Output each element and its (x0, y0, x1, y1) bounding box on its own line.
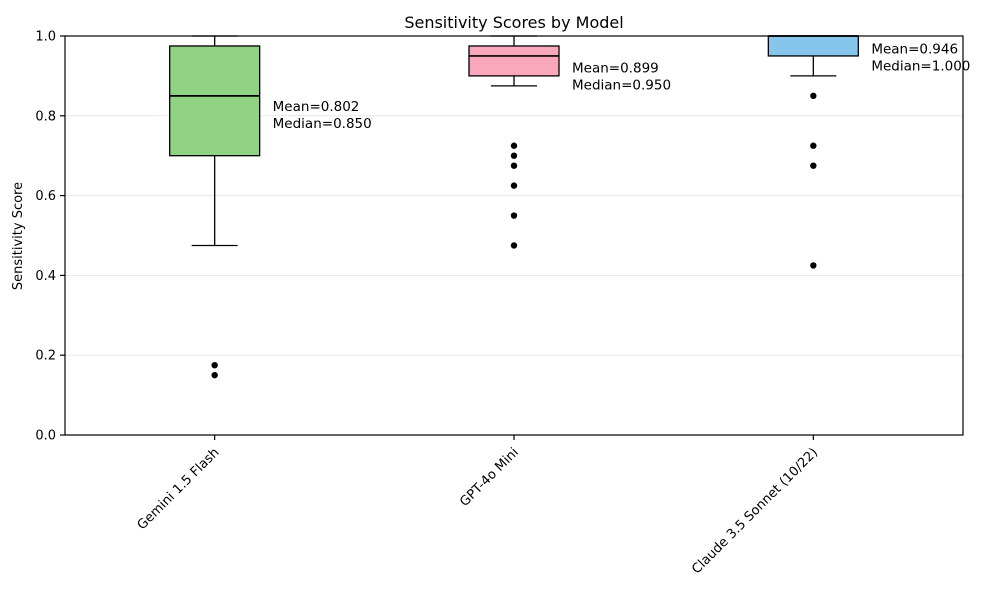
y-axis-label: Sensitivity Score (11, 182, 26, 290)
x-tick-label: Claude 3.5 Sonnet (10/22) (689, 445, 821, 577)
y-tick-label: 0.4 (35, 269, 56, 284)
outlier-point (810, 142, 817, 149)
outlier-point (510, 142, 518, 149)
outlier-point (211, 361, 218, 369)
outlier-point (810, 162, 817, 169)
y-tick-label: 0.8 (35, 109, 56, 124)
median-annotation: Median=0.950 (572, 77, 671, 93)
box (767, 35, 859, 57)
mean-annotation: Mean=0.802 (273, 99, 360, 115)
x-tick-label: Gemini 1.5 Flash (135, 445, 223, 533)
y-tick-label: 1.0 (35, 30, 56, 45)
outlier-point (510, 162, 518, 169)
outlier-point (211, 371, 218, 379)
y-tick-label: 0.0 (35, 429, 56, 444)
outlier-point (510, 212, 518, 219)
median-annotation: Median=0.850 (273, 116, 372, 132)
box (468, 45, 560, 77)
box (169, 45, 261, 157)
median-annotation: Median=1.000 (871, 59, 970, 75)
outlier-point (810, 92, 817, 100)
outlier-point (810, 262, 817, 269)
mean-annotation: Mean=0.946 (871, 42, 958, 58)
x-tick-label: GPT-4o Mini (457, 445, 522, 510)
outlier-point (510, 152, 518, 159)
outlier-point (510, 182, 518, 189)
mean-annotation: Mean=0.899 (572, 60, 659, 76)
y-tick-label: 0.2 (35, 349, 56, 364)
y-tick-label: 0.6 (35, 189, 56, 204)
chart-title: Sensitivity Scores by Model (404, 13, 623, 32)
outlier-point (510, 242, 518, 249)
